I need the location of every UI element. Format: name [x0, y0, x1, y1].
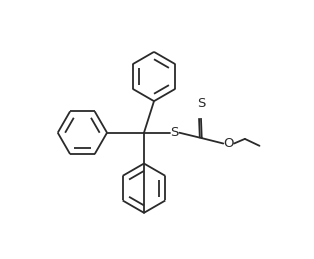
Text: S: S — [198, 97, 206, 110]
Text: S: S — [171, 126, 179, 139]
Text: O: O — [224, 137, 234, 150]
